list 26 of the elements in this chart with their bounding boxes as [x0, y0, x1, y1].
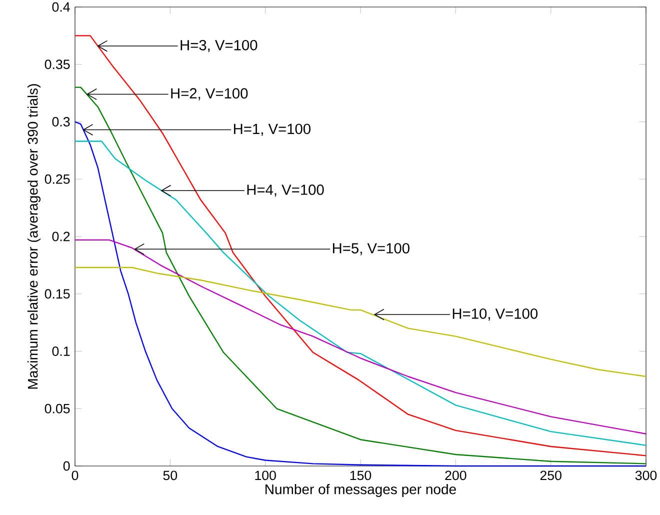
annotation: H=5, V=100 [332, 243, 410, 256]
annotation: H=1, V=100 [234, 124, 310, 136]
x-tick-label: 200 [445, 470, 466, 480]
y-tick-label: 0.25 [44, 174, 70, 184]
y-tick-label: 0.05 [44, 404, 70, 414]
annotation: H=2, V=100 [171, 88, 248, 100]
x-axis-title: Number of messages per node [266, 484, 456, 498]
x-tick-label: 0 [72, 470, 78, 480]
x-tick-label: 150 [350, 470, 372, 480]
x-tick-label: 300 [635, 470, 657, 480]
annotation: H=10, V=100 [452, 308, 538, 321]
y-tick-label: 0.15 [44, 289, 70, 299]
y-tick-label: 0.35 [44, 60, 70, 70]
y-tick-label: 0 [63, 461, 70, 471]
line-series [74, 266, 647, 378]
y-tick-label: 0.4 [52, 2, 70, 12]
y-tick-label: 0.1 [52, 346, 70, 356]
annotation: H=4, V=100 [247, 184, 324, 197]
annotation: H=3, V=100 [180, 40, 258, 52]
x-tick-label: 100 [255, 470, 276, 480]
x-tick-label: 50 [163, 470, 178, 480]
line-series [74, 239, 647, 434]
y-tick-label: 0.3 [52, 117, 70, 126]
x-tick-label: 250 [540, 470, 562, 480]
y-axis-title: Maximum relative error (averaged over 390 trials) [27, 84, 41, 389]
y-tick-label: 0.2 [52, 232, 70, 242]
